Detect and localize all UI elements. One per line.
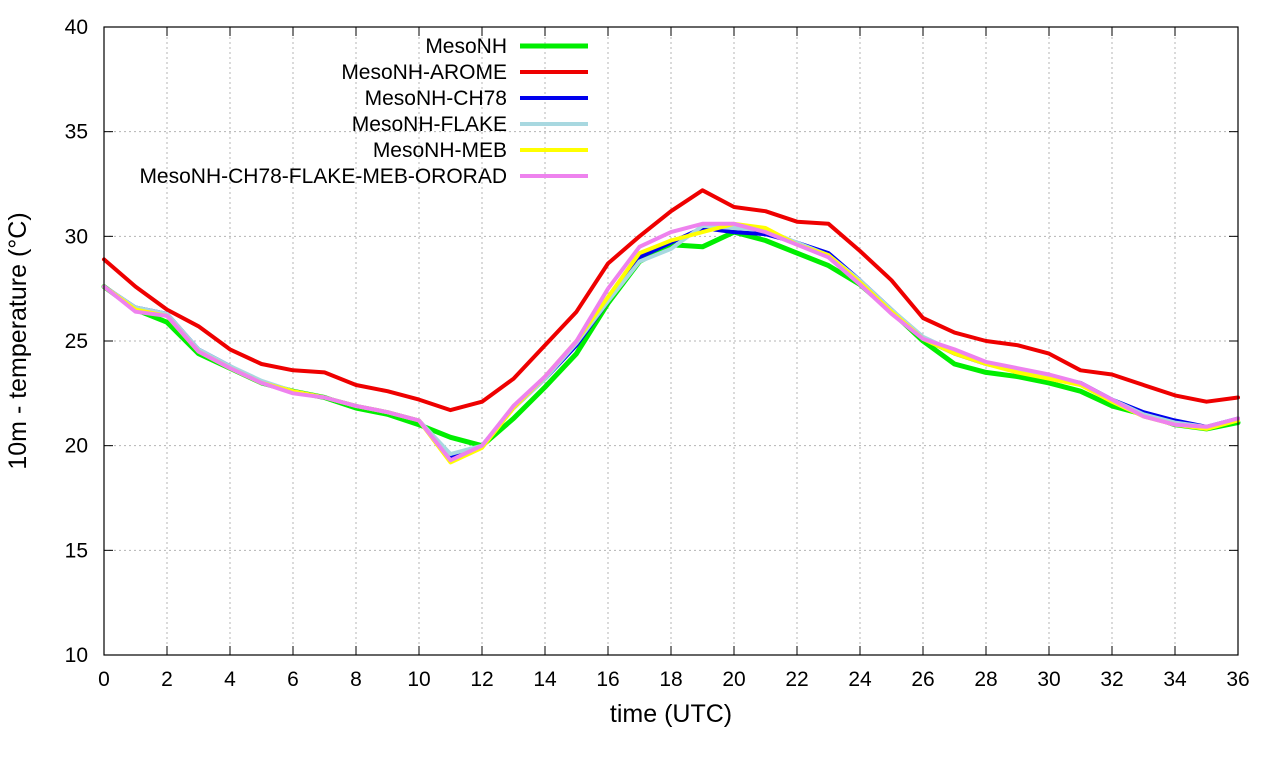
- y-tick-label: 40: [65, 16, 88, 39]
- y-tick-label: 35: [65, 121, 88, 144]
- y-tick-label: 15: [65, 539, 88, 562]
- x-tick-label: 14: [533, 668, 557, 691]
- x-tick-label: 32: [1100, 668, 1123, 691]
- legend-label: MesoNH-MEB: [373, 139, 507, 162]
- x-tick-label: 24: [848, 668, 872, 691]
- axis-ticks: 0 2 4 6 8 10 12 14 16 18 20 22 24 26 28 30 32 34 361015202…: [65, 16, 1250, 691]
- x-tick-label: 28: [974, 668, 997, 691]
- x-tick-label: 12: [470, 668, 493, 691]
- legend-label: MesoNH: [425, 35, 507, 58]
- x-tick-label: 20: [722, 668, 745, 691]
- legend-label: MesoNH-CH78-FLAKE-MEB-ORORAD: [139, 165, 507, 188]
- series-line-4: [102, 223, 1240, 456]
- x-tick-label: 30: [1037, 668, 1060, 691]
- series-line-6: [102, 221, 1240, 463]
- legend-label: MesoNH-CH78: [365, 87, 507, 110]
- legend: MesoNH MesoNH-AROME MesoNH-CH78 MesoNH-FLAK…: [139, 35, 588, 188]
- y-tick-label: 20: [65, 435, 88, 458]
- series-line-2: [102, 188, 1240, 413]
- x-tick-label: 2: [161, 668, 173, 691]
- x-tick-label: 0: [98, 668, 110, 691]
- x-axis-label: time (UTC): [610, 700, 732, 728]
- y-axis-label: 10m - temperature (°C): [4, 212, 32, 469]
- x-tick-label: 8: [350, 668, 362, 691]
- x-tick-label: 26: [911, 668, 934, 691]
- x-tick-label: 22: [785, 668, 808, 691]
- x-tick-label: 36: [1226, 668, 1249, 691]
- grid-lines: [104, 27, 1238, 655]
- y-tick-label: 10: [65, 644, 88, 667]
- legend-label: MesoNH-AROME: [341, 61, 507, 84]
- x-tick-label: 4: [224, 668, 236, 691]
- x-tick-label: 16: [596, 668, 619, 691]
- x-tick-label: 10: [407, 668, 430, 691]
- legend-label: MesoNH-FLAKE: [352, 113, 507, 136]
- x-tick-label: 18: [659, 668, 682, 691]
- y-tick-label: 30: [65, 225, 88, 248]
- x-tick-label: 6: [287, 668, 299, 691]
- y-tick-label: 25: [65, 330, 88, 353]
- x-tick-label: 34: [1163, 668, 1187, 691]
- series-lines: [101, 188, 1241, 465]
